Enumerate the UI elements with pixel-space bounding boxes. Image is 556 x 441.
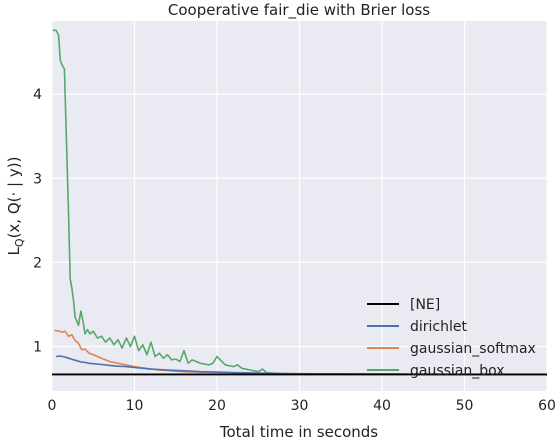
y-tick-labels: 1 2 3 4: [33, 87, 42, 355]
x-tick-0: 0: [48, 398, 57, 414]
x-tick-labels: 0 10 20 30 40 50 60: [48, 398, 556, 414]
y-axis-label-rest: (x, Q(· | y)): [5, 157, 23, 239]
x-tick-30: 30: [291, 398, 309, 414]
legend: [NE] dirichlet gaussian_softmax gaussian_bo…: [367, 297, 536, 379]
legend-label-gaussian-box: gaussian_box: [410, 363, 505, 379]
series-line-gaussian-box: [52, 29, 547, 376]
x-tick-60: 60: [538, 398, 556, 414]
y-tick-3: 3: [33, 171, 42, 187]
x-tick-20: 20: [208, 398, 226, 414]
x-tick-10: 10: [126, 398, 144, 414]
chart-title: Cooperative fair_die with Brier loss: [168, 1, 430, 20]
y-tick-2: 2: [33, 255, 42, 271]
y-axis-label-sub: Q: [13, 238, 26, 247]
y-axis-label: LQ(x, Q(· | y)): [5, 157, 26, 256]
x-axis-label: Total time in seconds: [219, 423, 378, 441]
legend-label-dirichlet: dirichlet: [410, 319, 467, 335]
x-tick-50: 50: [456, 398, 474, 414]
y-tick-4: 4: [33, 87, 42, 103]
y-axis-label-main: L: [5, 246, 23, 255]
legend-label-ne: [NE]: [410, 297, 440, 313]
y-tick-1: 1: [33, 339, 42, 355]
x-tick-40: 40: [373, 398, 391, 414]
legend-label-gaussian-softmax: gaussian_softmax: [410, 341, 536, 357]
grid: [51, 21, 548, 391]
series-lines: [52, 29, 548, 376]
